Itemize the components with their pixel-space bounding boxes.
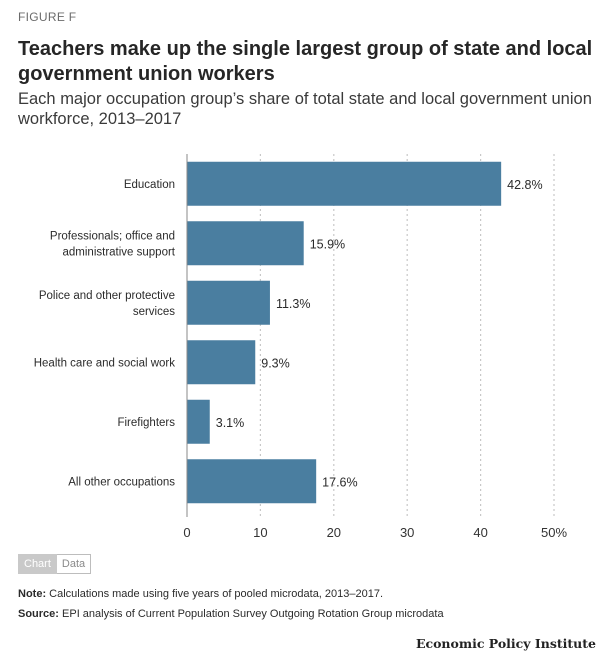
data-label: 17.6% [322, 475, 357, 489]
bar [187, 399, 210, 444]
bar [187, 161, 502, 206]
x-tick-label: 40 [473, 525, 487, 540]
view-tabs: Chart Data [18, 554, 92, 574]
x-tick-label: 50% [541, 525, 567, 540]
chart-subtitle: Each major occupation group’s share of t… [18, 90, 592, 128]
note-line: Note: Calculations made using five years… [18, 588, 383, 600]
source-line: Source: EPI analysis of Current Populati… [18, 608, 444, 620]
tab-data[interactable]: Data [56, 554, 92, 574]
category-label: Police and other protective [39, 290, 175, 302]
bar [187, 459, 317, 504]
bar-chart: 0 10 20 30 40 50% Education 42.8% Professionals;… [34, 154, 567, 540]
x-tick-label: 20 [327, 525, 341, 540]
note-text: Calculations made using five years of po… [46, 588, 384, 600]
category-label: services [133, 306, 175, 318]
data-label: 9.3% [261, 356, 290, 370]
category-label: Education [124, 179, 175, 191]
category-label: Health care and social work [34, 357, 176, 369]
data-label: 11.3% [276, 297, 311, 311]
x-tick-label: 10 [253, 525, 267, 540]
figure-label: FIGURE F [18, 10, 77, 24]
category-label: administrative support [63, 246, 176, 258]
data-label: 3.1% [216, 416, 245, 430]
bar [187, 340, 256, 385]
category-label: All other occupations [68, 476, 175, 488]
brand-logo-text: Economic Policy Institute [415, 636, 596, 651]
x-tick-label: 0 [183, 525, 190, 540]
bar [187, 280, 270, 325]
category-label: Firefighters [117, 417, 175, 429]
category-label: Professionals; office and [50, 230, 175, 242]
source-label: Source: [18, 608, 59, 620]
source-text: EPI analysis of Current Population Surve… [58, 608, 444, 620]
x-tick-label: 30 [400, 525, 414, 540]
data-label: 42.8% [507, 178, 542, 192]
bar [187, 221, 304, 266]
tab-chart[interactable]: Chart [18, 554, 57, 574]
chart-title: Teachers make up the single largest grou… [18, 38, 593, 85]
note-label: Note: [18, 588, 47, 600]
data-label: 15.9% [310, 237, 345, 251]
